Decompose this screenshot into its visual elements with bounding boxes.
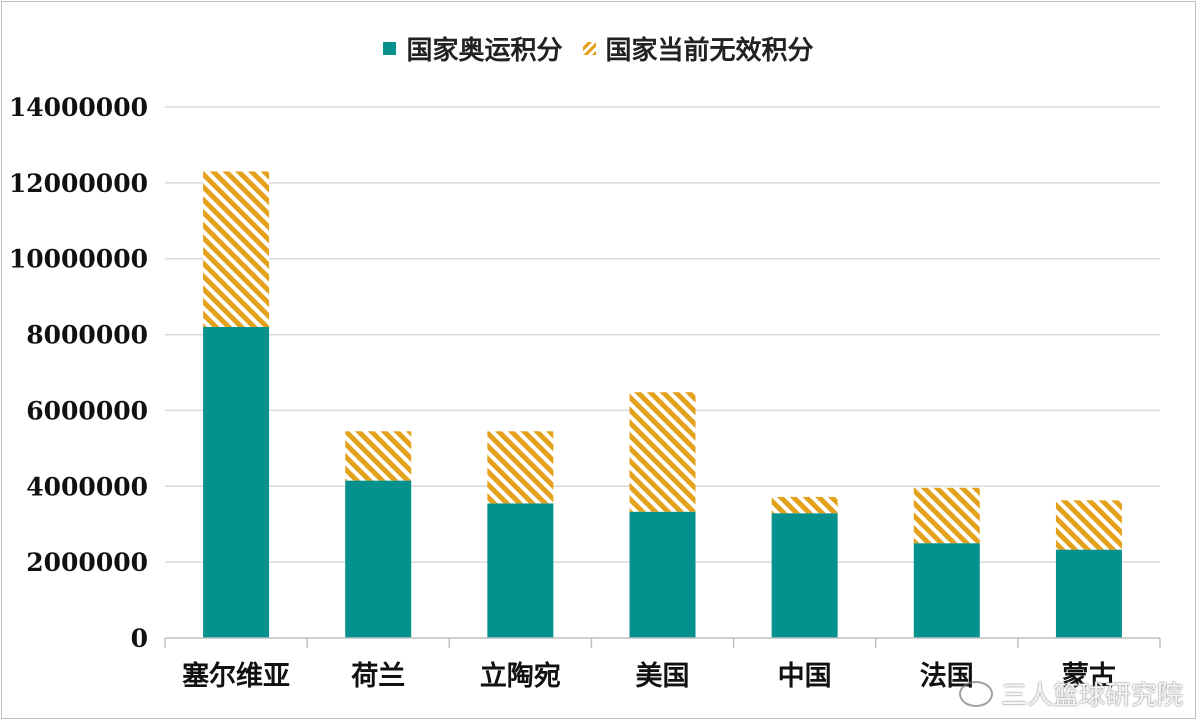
x-category-label: 塞尔维亚 <box>182 660 290 692</box>
x-category-label: 美国 <box>636 660 690 692</box>
legend-item-olympic-points: 国家奥运积分 <box>383 30 563 67</box>
bar-invalid-points <box>1055 500 1122 550</box>
legend-swatch-solid <box>383 42 397 55</box>
bar-olympic-points <box>771 513 838 638</box>
bar-invalid-points <box>771 496 838 514</box>
legend-label-olympic-points: 国家奥运积分 <box>406 36 563 66</box>
x-category-label: 蒙古 <box>1062 661 1116 692</box>
y-tick-label: 10000000 <box>9 245 148 274</box>
x-category-label: 中国 <box>778 661 832 692</box>
bars <box>203 171 1122 638</box>
bar-invalid-points <box>203 171 270 327</box>
y-tick-label: 0 <box>131 624 148 653</box>
y-tick-label: 4000000 <box>26 472 148 501</box>
bar-invalid-points <box>913 487 980 544</box>
y-tick-label: 12000000 <box>9 169 148 198</box>
bar-olympic-points <box>1055 549 1122 638</box>
bar-olympic-points <box>203 326 270 638</box>
bar-olympic-points <box>487 503 554 638</box>
bar-invalid-points <box>487 431 554 504</box>
axes: 0 2000000 4000000 6000000 8000000 10000000 120… <box>9 93 1161 692</box>
y-tick-label: 6000000 <box>26 396 148 425</box>
weibo-icon <box>958 680 993 707</box>
watermark: 三人篮球研究院 <box>958 675 1183 712</box>
bar-invalid-points <box>345 431 412 481</box>
bar-invalid-points <box>629 392 696 512</box>
bar-olympic-points <box>913 543 980 638</box>
y-tick-label: 8000000 <box>26 321 148 350</box>
x-category-label: 立陶宛 <box>480 660 561 692</box>
y-tick-label: 14000000 <box>9 93 148 122</box>
watermark-text: 三人篮球研究院 <box>1000 681 1183 711</box>
legend-item-invalid-points: 国家当前无效积分 <box>582 30 814 67</box>
y-tick-label: 2000000 <box>26 548 148 577</box>
bar-olympic-points <box>345 480 412 638</box>
x-category-label: 荷兰 <box>351 661 405 692</box>
legend-swatch-hatched <box>582 42 596 55</box>
chart-legend: 国家奥运积分 国家当前无效积分 <box>0 30 1197 67</box>
bar-olympic-points <box>629 511 696 638</box>
legend-label-invalid-points: 国家当前无效积分 <box>605 36 814 66</box>
